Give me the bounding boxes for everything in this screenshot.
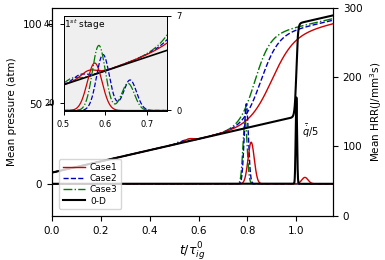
Y-axis label: Mean pressure (atm): Mean pressure (atm)	[7, 57, 17, 166]
Text: $\bar{\dot{q}}/5$: $\bar{\dot{q}}/5$	[303, 122, 320, 140]
X-axis label: $t/\tau^0_{ig}$: $t/\tau^0_{ig}$	[179, 241, 206, 260]
Y-axis label: Mean HRR(J/mm$^3$s): Mean HRR(J/mm$^3$s)	[368, 62, 384, 162]
Text: $1^{st}$ stage: $1^{st}$ stage	[64, 18, 105, 32]
Legend: Case1, Case2, Case3, 0-D: Case1, Case2, Case3, 0-D	[59, 159, 121, 209]
